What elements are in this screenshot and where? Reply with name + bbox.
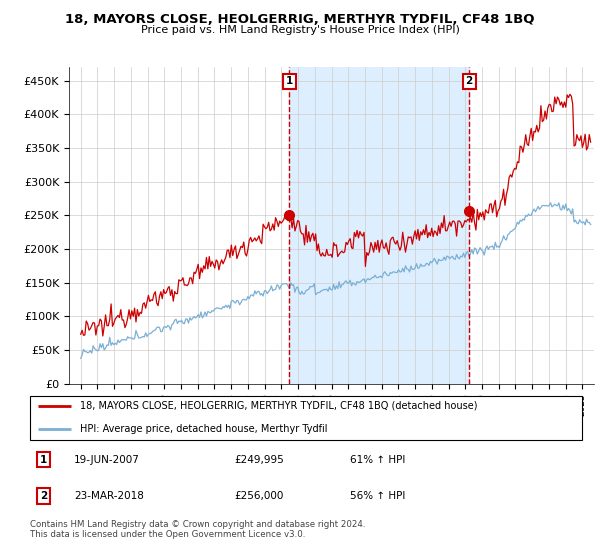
Text: 23-MAR-2018: 23-MAR-2018 [74,491,144,501]
Text: HPI: Average price, detached house, Merthyr Tydfil: HPI: Average price, detached house, Mert… [80,424,327,433]
Text: 56% ↑ HPI: 56% ↑ HPI [350,491,406,501]
Text: 2: 2 [466,76,473,86]
Text: 2: 2 [40,491,47,501]
Text: Price paid vs. HM Land Registry's House Price Index (HPI): Price paid vs. HM Land Registry's House … [140,25,460,35]
Text: 18, MAYORS CLOSE, HEOLGERRIG, MERTHYR TYDFIL, CF48 1BQ (detached house): 18, MAYORS CLOSE, HEOLGERRIG, MERTHYR TY… [80,401,477,411]
FancyBboxPatch shape [30,396,582,440]
Bar [289,67,469,384]
Text: 18, MAYORS CLOSE, HEOLGERRIG, MERTHYR TYDFIL, CF48 1BQ: 18, MAYORS CLOSE, HEOLGERRIG, MERTHYR TY… [65,13,535,26]
Text: £256,000: £256,000 [234,491,284,501]
Text: 1: 1 [40,455,47,465]
Text: Contains HM Land Registry data © Crown copyright and database right 2024.
This d: Contains HM Land Registry data © Crown c… [30,520,365,539]
Text: £249,995: £249,995 [234,455,284,465]
Text: 19-JUN-2007: 19-JUN-2007 [74,455,140,465]
Text: 61% ↑ HPI: 61% ↑ HPI [350,455,406,465]
Text: 1: 1 [286,76,293,86]
